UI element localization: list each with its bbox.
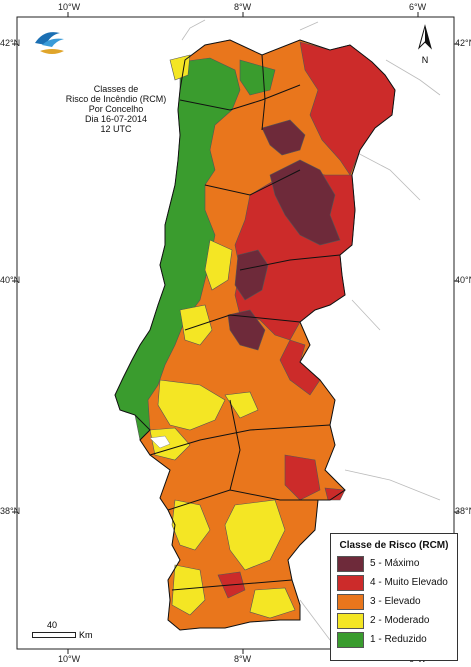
tick-left-38n: 38°N <box>0 506 21 516</box>
tick-left-42n: 42°N <box>0 38 21 48</box>
tick-right-42n: 42°N <box>455 38 471 48</box>
portugal-map <box>114 39 396 631</box>
legend-item: 2 - Moderado <box>331 611 457 630</box>
title-line: Risco de Incêndio (RCM) <box>65 94 167 104</box>
title-line: 12 UTC <box>100 124 132 134</box>
map-title: Classes de Risco de Incêndio (RCM) Por C… <box>50 84 182 134</box>
legend-label: 2 - Moderado <box>370 615 430 626</box>
ipma-logo <box>35 32 64 54</box>
legend-item: 1 - Reduzido <box>331 630 457 649</box>
tick-right-38n: 38°N <box>455 506 471 516</box>
legend-swatch <box>337 555 364 572</box>
legend-label: 5 - Máximo <box>370 558 420 569</box>
tick-top-8w: 8°W <box>234 2 252 12</box>
legend-label: 4 - Muito Elevado <box>370 577 448 588</box>
title-line: Classes de <box>93 84 139 94</box>
tick-right-40n: 40°N <box>455 275 471 285</box>
title-line: Por Concelho <box>88 104 144 114</box>
scale-unit: Km <box>79 630 93 640</box>
legend-item: 4 - Muito Elevado <box>331 573 457 592</box>
legend-swatch <box>337 593 364 610</box>
north-label: N <box>421 55 429 65</box>
tick-top-10w: 10°W <box>58 2 81 12</box>
north-arrow-icon <box>418 24 432 50</box>
scale-bar-graphic <box>32 632 76 638</box>
tick-bottom-10w: 10°W <box>58 654 81 664</box>
scale-value: 40 <box>47 620 58 630</box>
legend-swatch <box>337 574 364 591</box>
legend-title: Classe de Risco (RCM) <box>339 540 449 551</box>
legend-label: 3 - Elevado <box>370 596 421 607</box>
legend-swatch <box>337 631 364 648</box>
legend-item: 3 - Elevado <box>331 592 457 611</box>
legend-swatch <box>337 612 364 629</box>
tick-top-6w: 6°W <box>409 2 427 12</box>
legend-item: 5 - Máximo <box>331 554 457 573</box>
legend: Classe de Risco (RCM) 5 - Máximo 4 - Mui… <box>330 533 458 661</box>
title-line: Dia 16-07-2014 <box>84 114 148 124</box>
legend-label: 1 - Reduzido <box>370 634 427 645</box>
tick-left-40n: 40°N <box>0 275 21 285</box>
tick-bottom-8w: 8°W <box>234 654 252 664</box>
north-arrow: N <box>417 24 433 65</box>
